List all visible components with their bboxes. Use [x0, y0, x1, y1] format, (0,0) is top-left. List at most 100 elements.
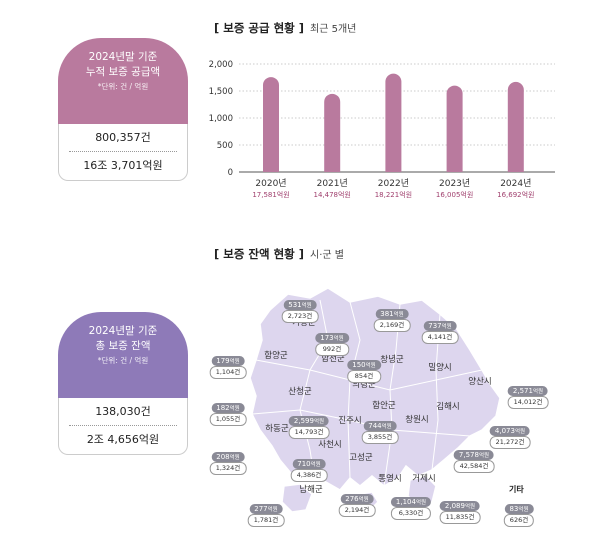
region-badge: 182억원 1,055건 — [209, 395, 247, 426]
region-label: 산청군 — [288, 387, 312, 397]
region-balance-count: 11,835건 — [439, 511, 481, 524]
region-badge: 710억원 4,386건 — [290, 451, 328, 482]
region-badge: 179억원 1,104건 — [209, 348, 247, 379]
bar — [385, 73, 402, 172]
region-balance-amount: 381억원 — [375, 309, 409, 319]
supply-card-header: 2024년말 기준 누적 보증 공급액 *단위: 건 / 억원 — [58, 38, 188, 124]
y-tick-label: 2,000 — [209, 60, 233, 70]
y-tick-label: 1,000 — [209, 114, 233, 124]
region-balance-count: 42,584건 — [453, 460, 495, 473]
x-tick-label: 2023년 — [439, 178, 470, 189]
region-balance-amount: 173억원 — [315, 333, 349, 343]
region-badge: 277억원 1,781건 — [247, 496, 285, 527]
balance-section-title: [ 보증 잔액 현황 ] 시·군 별 — [214, 246, 344, 262]
balance-section-subtitle: 시·군 별 — [310, 250, 344, 261]
region-balance-count: 14,793건 — [288, 426, 330, 439]
region-label: 밀양시 — [428, 363, 452, 373]
region-balance-count: 6,330건 — [390, 507, 432, 520]
region-badge: 208억원 1,324건 — [209, 444, 247, 475]
bar-value-label: 14,478억원 — [314, 190, 351, 199]
region-label: 창녕군 — [380, 355, 404, 365]
region-badge-etc: 83억원 626건 — [503, 496, 535, 527]
region-label: 함안군 — [372, 401, 396, 411]
region-label: 거제시 — [412, 474, 436, 484]
region-balance-amount: 2,599억원 — [288, 416, 330, 426]
region-balance-count: 626건 — [503, 514, 535, 527]
region-balance-amount: 1,104억원 — [390, 497, 432, 507]
region-balance-amount: 277억원 — [249, 504, 283, 514]
bar-value-label: 17,581억원 — [252, 190, 289, 199]
region-label: 고성군 — [349, 453, 373, 463]
balance-card-title-line2: 총 보증 잔액 — [95, 340, 151, 352]
supply-card-unit-note: *단위: 건 / 억원 — [97, 82, 149, 91]
region-badge: 150억원 854건 — [347, 352, 381, 383]
balance-card-unit-note: *단위: 건 / 억원 — [97, 356, 149, 365]
y-tick-label: 0 — [228, 168, 233, 178]
region-badge: 4,073억원 21,272건 — [489, 418, 531, 449]
balance-card-title-line1: 2024년말 기준 — [88, 325, 158, 337]
region-balance-amount: 208억원 — [211, 452, 245, 462]
region-label: 김해시 — [436, 402, 460, 412]
region-label: 사천시 — [318, 440, 342, 450]
supply-card-body: 800,357건 16조 3,701억원 — [58, 124, 188, 181]
region-badge: 531억원 2,723건 — [281, 292, 319, 323]
y-tick-label: 500 — [217, 141, 233, 151]
region-balance-amount: 7,578억원 — [453, 450, 495, 460]
region-balance-amount: 2,089억원 — [439, 501, 481, 511]
region-balance-count: 1,055건 — [209, 413, 247, 426]
region-badge: 7,578억원 42,584건 — [453, 442, 495, 473]
region-balance-count: 4,386건 — [290, 469, 328, 482]
x-tick-label: 2024년 — [500, 178, 531, 189]
region-label: 양산시 — [468, 377, 492, 387]
region-label: 거창군 — [292, 318, 316, 328]
supply-card-count: 800,357건 — [69, 124, 177, 152]
balance-card-body: 138,030건 2조 4,656억원 — [58, 398, 188, 455]
region-balance-amount: 737억원 — [423, 321, 457, 331]
region-balance-amount: 179억원 — [211, 356, 245, 366]
balance-summary-card: 2024년말 기준 총 보증 잔액 *단위: 건 / 억원 138,030건 2… — [58, 312, 188, 455]
region-balance-count: 2,723건 — [281, 310, 319, 323]
region-balance-amount: 531억원 — [283, 300, 317, 310]
region-label: 하동군 — [265, 424, 289, 434]
region-balance-amount: 150억원 — [347, 360, 381, 370]
region-badge: 2,571억원 14,012건 — [507, 378, 549, 409]
region-label: 합천군 — [321, 354, 345, 364]
supply-summary-card: 2024년말 기준 누적 보증 공급액 *단위: 건 / 억원 800,357건… — [58, 38, 188, 181]
region-badge: 737억원 4,141건 — [421, 313, 459, 344]
balance-section-heading: [ 보증 잔액 현황 ] — [214, 247, 305, 261]
x-tick-label: 2020년 — [255, 178, 286, 189]
region-balance-amount: 4,073억원 — [489, 426, 531, 436]
x-tick-label: 2021년 — [317, 178, 348, 189]
bar-value-label: 18,221억원 — [375, 190, 412, 199]
region-label: 통영시 — [378, 474, 402, 484]
region-badge: 1,104억원 6,330건 — [390, 489, 432, 520]
balance-card-amount: 2조 4,656억원 — [86, 433, 160, 446]
region-badge: 276억원 2,194건 — [338, 486, 376, 517]
bar — [507, 81, 524, 172]
region-balance-count: 14,012건 — [507, 396, 549, 409]
supply-card-amount: 16조 3,701억원 — [83, 159, 163, 172]
balance-card-count: 138,030건 — [69, 398, 177, 426]
region-badge: 2,599억원 14,793건 — [288, 408, 330, 439]
supply-card-title-line1: 2024년말 기준 — [88, 51, 158, 63]
bar-value-label: 16,005억원 — [436, 190, 473, 199]
region-balance-amount: 276억원 — [340, 494, 374, 504]
supply-section-subtitle: 최근 5개년 — [310, 24, 357, 35]
bar — [446, 85, 463, 172]
region-balance-count: 854건 — [347, 370, 381, 383]
region-label: 의령군 — [352, 380, 376, 390]
region-balance-count: 3,855건 — [361, 431, 399, 444]
region-balance-amount: 83억원 — [504, 504, 534, 514]
bar — [324, 93, 341, 172]
supply-card-title-line2: 누적 보증 공급액 — [85, 66, 161, 78]
region-balance-count: 2,169건 — [373, 319, 411, 332]
x-tick-label: 2022년 — [378, 178, 409, 189]
map-namhae-island — [281, 483, 313, 513]
region-balance-count: 992건 — [315, 343, 349, 356]
region-balance-count: 4,141건 — [421, 331, 459, 344]
region-balance-amount: 182억원 — [211, 403, 245, 413]
region-balance-count: 21,272건 — [489, 436, 531, 449]
region-balance-count: 1,324건 — [209, 462, 247, 475]
region-balance-count: 1,104건 — [209, 366, 247, 379]
